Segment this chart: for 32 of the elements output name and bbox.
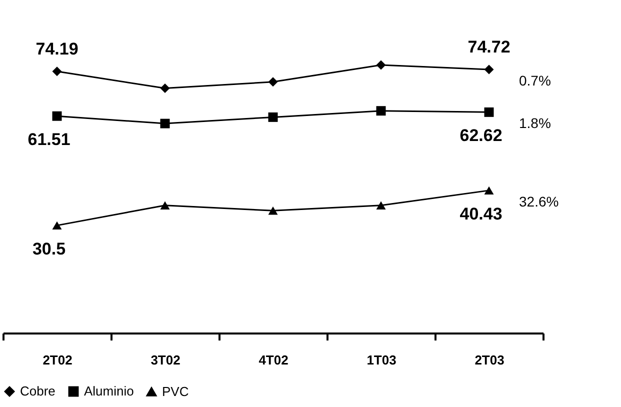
x-tick-label: 2T02 (42, 352, 72, 368)
x-tick-label: 1T03 (366, 352, 396, 368)
point (376, 201, 386, 210)
x-tick-label: 2T03 (474, 352, 504, 368)
legend-label: Cobre (20, 384, 56, 399)
point (376, 106, 386, 116)
data-label: 74.19 (36, 39, 78, 58)
x-tick-label: 3T02 (150, 352, 180, 368)
data-label: 40.43 (460, 204, 502, 224)
data-label: 30.5 (32, 239, 66, 258)
legend-label: PVC (162, 384, 189, 399)
data-label: 74.72 (468, 38, 510, 57)
point (160, 84, 170, 94)
legend-label: Aluminio (84, 384, 134, 399)
point (484, 64, 494, 74)
annotation: 32.6% (519, 193, 559, 210)
point (484, 107, 494, 117)
point (268, 112, 278, 122)
point (160, 201, 170, 210)
point (268, 77, 278, 87)
point (52, 221, 62, 230)
point (160, 118, 170, 128)
point (52, 111, 62, 121)
annotation: 1.8% (519, 115, 551, 132)
x-tick-label: 4T02 (258, 352, 288, 368)
data-label: 62.62 (460, 126, 502, 146)
data-label: 61.51 (28, 130, 70, 150)
point (268, 206, 278, 215)
annotation: 0.7% (519, 72, 551, 89)
point (376, 60, 386, 70)
point (484, 186, 494, 195)
point (52, 66, 62, 76)
